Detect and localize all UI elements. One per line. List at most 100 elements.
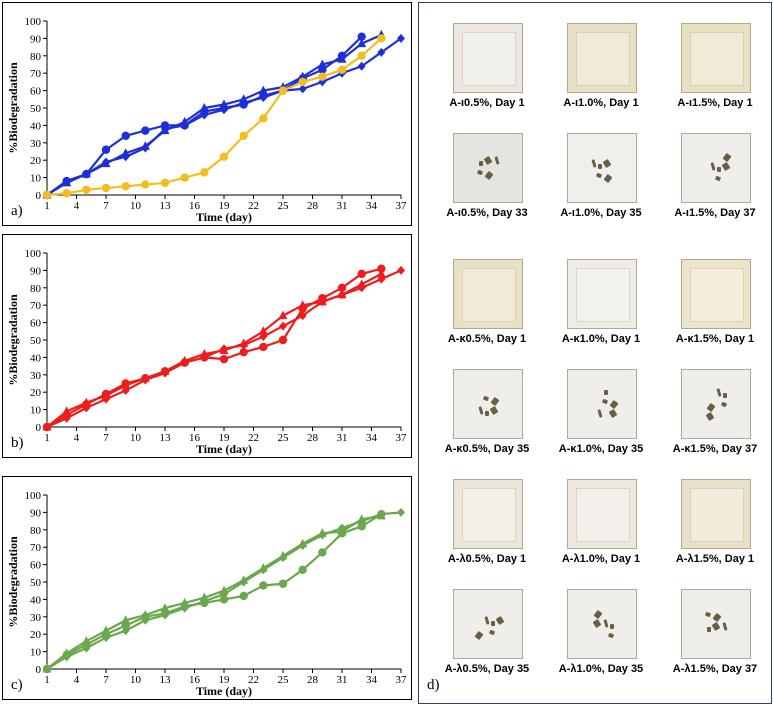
x-tick-label: 10: [130, 200, 142, 212]
y-tick-label: 90: [30, 265, 42, 277]
data-point: [180, 120, 189, 130]
x-tick-label: 34: [366, 200, 378, 212]
fragment: [602, 158, 612, 169]
data-point: [141, 615, 150, 625]
film-sheet: [690, 488, 744, 542]
y-tick-label: 20: [30, 387, 42, 399]
degraded-sample-photo: [453, 369, 523, 439]
fragment: [593, 609, 603, 620]
data-point: [81, 397, 91, 407]
x-tick-label: 19: [219, 674, 231, 686]
fragment: [721, 161, 731, 172]
data-point: [141, 143, 150, 153]
fragment: [482, 395, 490, 402]
film-sheet: [576, 488, 630, 542]
film-sheet: [576, 32, 630, 86]
x-tick-label: 28: [307, 432, 319, 444]
data-point: [377, 47, 386, 57]
data-point: [161, 124, 169, 134]
data-point: [62, 413, 71, 423]
data-point: [220, 344, 228, 354]
y-tick-label: 0: [36, 664, 42, 676]
y-tick-label: 70: [30, 68, 42, 80]
data-point: [259, 332, 268, 342]
fragment: [608, 408, 618, 419]
fragment: [722, 622, 728, 631]
film-sheet: [462, 268, 516, 322]
data-point: [397, 265, 405, 275]
data-point: [180, 173, 189, 182]
fragment: [491, 621, 495, 626]
y-axis-title: %Biodegradation: [6, 62, 20, 154]
chart-panel-a: 0 10 20 30 40 50 60 70 80 90 100 1 4 7 10 13 16 19 22 25 28 3…: [2, 2, 412, 226]
x-tick-label: 7: [103, 432, 109, 444]
y-tick-label: 90: [30, 33, 42, 45]
data-point: [102, 394, 110, 404]
x-tick-label: 34: [366, 432, 378, 444]
fragment: [723, 393, 727, 398]
data-point: [82, 169, 91, 179]
x-tick-label: 28: [307, 200, 319, 212]
fragment: [603, 173, 613, 184]
data-point: [219, 152, 229, 161]
y-tick-label: 70: [30, 300, 42, 312]
data-point: [239, 347, 248, 357]
photo-caption: A-λ1.0%, Day 35: [558, 663, 644, 675]
photo-caption: A-λ1.5%, Day 37: [672, 663, 758, 675]
photo-caption: A-ι1.5%, Day 1: [677, 97, 753, 109]
x-tick-label: 10: [130, 432, 142, 444]
x-tick-label: 37: [396, 432, 408, 444]
data-point: [62, 406, 72, 415]
data-point: [141, 375, 150, 385]
data-point: [318, 72, 327, 81]
data-point: [377, 509, 386, 519]
data-point: [317, 59, 327, 68]
fragment: [479, 161, 483, 166]
data-point: [298, 311, 307, 321]
degraded-sample-photo: [567, 589, 637, 659]
y-tick-label: 30: [30, 138, 42, 150]
photo-caption: A-λ0.5%, Day 1: [447, 553, 527, 565]
fragment: [489, 405, 499, 416]
data-point: [180, 603, 189, 613]
panel-label-b: b): [11, 435, 24, 451]
data-point: [357, 522, 366, 531]
photo-caption: A-κ1.5%, Day 1: [675, 333, 755, 345]
fragment: [483, 155, 493, 166]
data-point: [259, 93, 268, 103]
data-point: [141, 126, 150, 135]
fragment: [720, 401, 728, 408]
data-point: [239, 577, 248, 587]
series-line-3: [46, 37, 402, 196]
degraded-sample-photo: [681, 589, 751, 659]
data-point: [279, 321, 287, 331]
fragment: [478, 406, 484, 415]
x-tick-label: 1: [44, 432, 50, 444]
data-point: [357, 269, 366, 279]
data-point: [278, 335, 288, 345]
x-tick-label: 13: [160, 200, 172, 212]
fragment: [495, 615, 505, 626]
degraded-sample-photo: [681, 369, 751, 439]
data-point: [200, 596, 209, 606]
y-tick-label: 10: [30, 405, 42, 417]
data-point: [259, 114, 268, 123]
fragment: [716, 388, 722, 397]
data-point: [298, 84, 307, 94]
data-point: [160, 178, 170, 188]
photo-caption: A-ι0.5%, Day 1: [449, 97, 525, 109]
data-point: [357, 61, 366, 71]
photo-panel-d: A-ι0.5%, Day 1 A-ι1.0%, Day 1 A-ι1.5%, Day…: [418, 2, 772, 704]
data-point: [239, 98, 248, 108]
film-sample-photo: [681, 259, 751, 329]
data-point: [377, 274, 386, 284]
fragment: [707, 627, 711, 632]
data-point: [102, 633, 110, 643]
data-point: [121, 626, 130, 636]
fragment: [591, 159, 597, 168]
data-point: [121, 615, 131, 624]
photo-caption: A-λ0.5%, Day 35: [444, 663, 530, 675]
chart-c-svg: 0 10 20 30 40 50 60 70 80 90 100 1 4 7 10 13 16 19 22 25 28 3…: [6, 490, 407, 698]
chart-panel-c: 0 10 20 30 40 50 60 70 80 90 100 1 4 7 10 13 16 19 22 25 28 3…: [2, 476, 412, 700]
y-tick-label: 10: [30, 647, 42, 659]
